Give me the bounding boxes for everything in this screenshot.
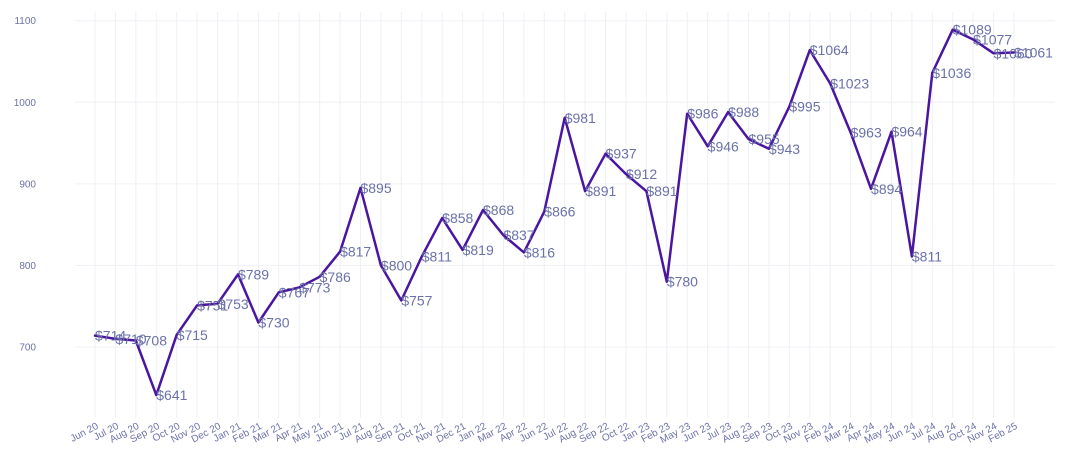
data-label: $943 (769, 141, 800, 157)
data-label: $1064 (810, 42, 849, 58)
data-label: $946 (708, 138, 739, 154)
y-tick-label: 900 (19, 179, 36, 190)
data-label: $937 (606, 146, 637, 162)
data-label: $767 (279, 284, 310, 300)
data-label: $1023 (830, 76, 869, 92)
data-label: $817 (340, 244, 371, 260)
data-label: $955 (749, 131, 780, 147)
data-label: $891 (646, 183, 677, 199)
data-label: $811 (422, 248, 452, 264)
data-label: $780 (667, 274, 698, 290)
data-label: $891 (585, 183, 616, 199)
data-label: $1077 (973, 31, 1012, 47)
data-label: $714 (95, 328, 126, 344)
y-tick-label: 700 (19, 343, 36, 354)
data-label: $757 (401, 293, 432, 309)
y-tick-label: 800 (19, 261, 36, 272)
data-label: $789 (238, 266, 269, 282)
data-label: $988 (728, 104, 759, 120)
data-label: $641 (156, 387, 187, 403)
y-axis-tick-labels: 700 800 900 1000 1100 (14, 16, 37, 353)
data-label: $866 (544, 204, 575, 220)
grid-layer (75, 12, 1055, 418)
data-label: $995 (789, 98, 820, 114)
data-label: $786 (320, 269, 351, 285)
data-label: $868 (483, 202, 514, 218)
series-line-layer (93, 28, 1016, 397)
data-label: $963 (851, 124, 882, 140)
data-label: $800 (381, 257, 412, 273)
y-tick-label: 1100 (14, 16, 36, 27)
data-label: $858 (442, 210, 473, 226)
data-label: $751 (197, 297, 228, 313)
data-label: $895 (360, 180, 391, 196)
data-label: $912 (626, 166, 657, 182)
data-label: $981 (565, 110, 596, 126)
data-label-layer: $714$710$708 $641 $715 $751$753 $789 $730 $767… (95, 22, 1053, 403)
series-line (93, 28, 1016, 397)
data-label: $1036 (932, 65, 971, 81)
data-label: $1089 (953, 22, 992, 38)
data-label: $753 (218, 296, 249, 312)
data-label: $837 (503, 227, 534, 243)
y-tick-label: 1000 (14, 98, 37, 109)
data-label: $964 (891, 124, 922, 140)
data-label: $715 (177, 327, 208, 343)
data-label: $773 (299, 279, 330, 295)
data-label: $894 (871, 181, 902, 197)
data-label: $816 (524, 244, 555, 260)
data-label: $730 (258, 315, 289, 331)
data-label: $811 (912, 248, 942, 264)
data-label: $710 (115, 331, 146, 347)
data-label: $819 (463, 242, 494, 258)
data-label: $986 (687, 106, 718, 122)
data-label: $1060 (994, 45, 1033, 61)
data-label: $1061 (1014, 45, 1053, 61)
data-label: $708 (136, 332, 167, 348)
